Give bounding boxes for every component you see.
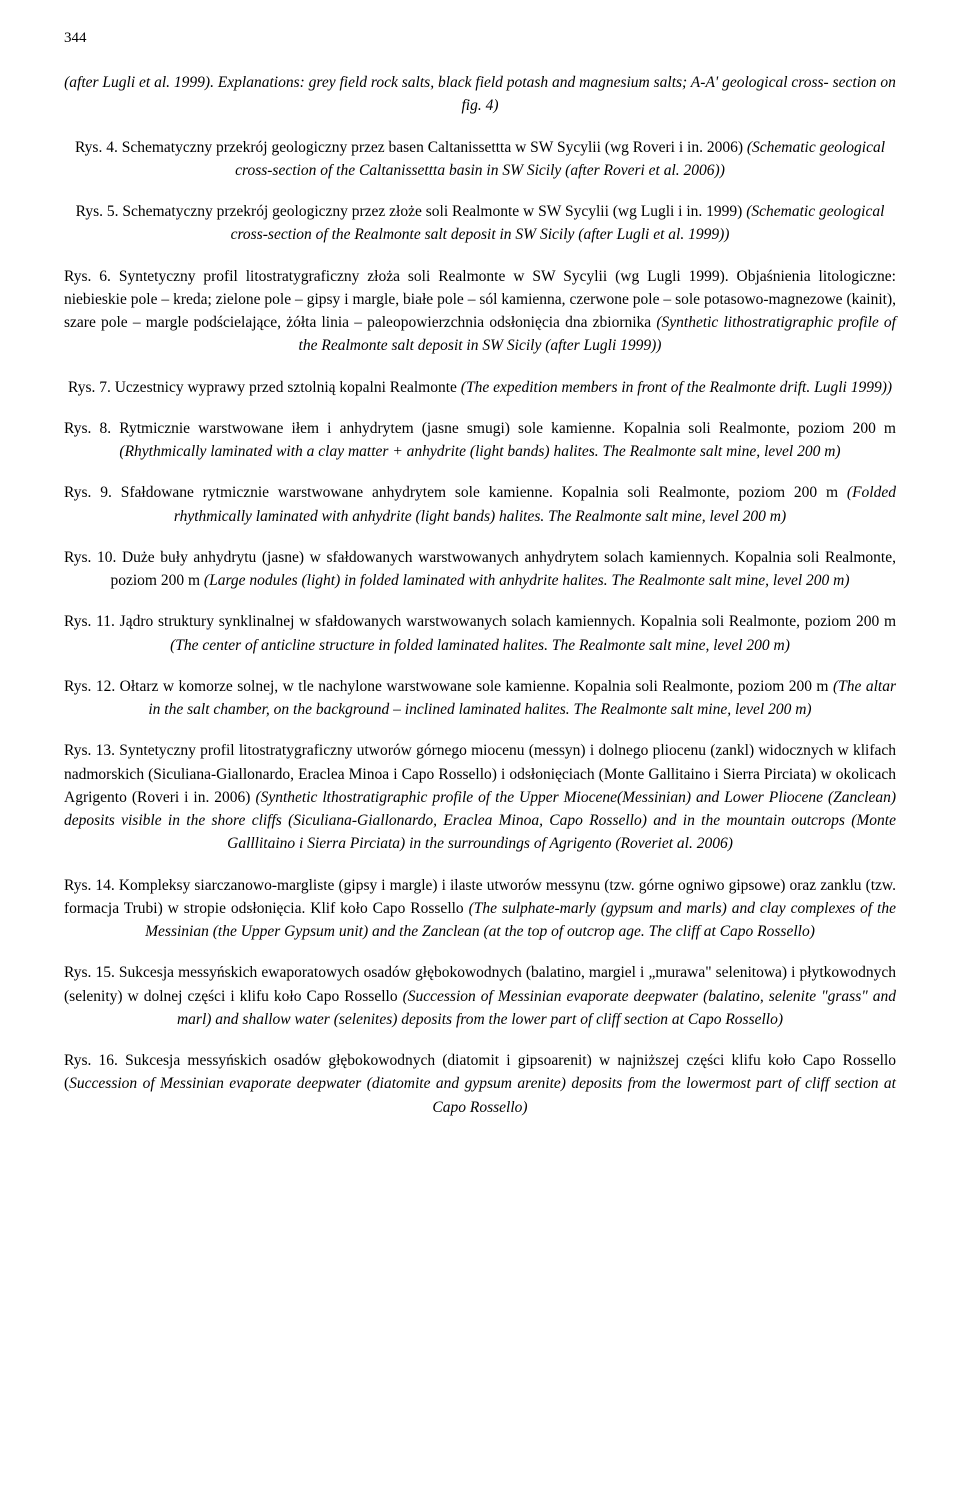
caption-text: Rys. 8. Rytmicznie warstwowane iłem i an…: [64, 420, 896, 437]
figure-caption: Rys. 7. Uczestnicy wyprawy przed sztolni…: [64, 376, 896, 399]
figure-caption: Rys. 16. Sukcesja messyńskich osadów głę…: [64, 1049, 896, 1119]
caption-text: Rys. 9. Sfałdowane rytmicznie warstwowan…: [64, 484, 847, 501]
figure-caption: Rys. 13. Syntetyczny profil litostratygr…: [64, 739, 896, 855]
caption-translation: (The center of anticline structure in fo…: [170, 637, 790, 654]
figure-caption: Rys. 5. Schematyczny przekrój geologiczn…: [64, 200, 896, 247]
caption-translation: (Large nodules (light) in folded laminat…: [204, 572, 850, 589]
figure-caption: (after Lugli et al. 1999). Explanations:…: [64, 71, 896, 118]
page-number: 344: [64, 30, 896, 47]
caption-text: (after Lugli et al. 1999). Explanations:…: [64, 74, 896, 114]
caption-translation: Succession of Messinian evaporate deepwa…: [69, 1075, 896, 1115]
figure-caption: Rys. 12. Ołtarz w komorze solnej, w tle …: [64, 675, 896, 722]
caption-translation: (The expedition members in front of the …: [461, 379, 892, 396]
caption-text: Rys. 11. Jądro struktury synklinalnej w …: [64, 613, 896, 630]
caption-text: Rys. 4. Schematyczny przekrój geologiczn…: [75, 139, 747, 156]
figure-caption: Rys. 4. Schematyczny przekrój geologiczn…: [64, 136, 896, 183]
caption-translation: (Rhythmically laminated with a clay matt…: [119, 443, 840, 460]
figure-caption: Rys. 8. Rytmicznie warstwowane iłem i an…: [64, 417, 896, 464]
figure-caption: Rys. 11. Jądro struktury synklinalnej w …: [64, 610, 896, 657]
main-content: (after Lugli et al. 1999). Explanations:…: [64, 71, 896, 1119]
caption-text: Rys. 12. Ołtarz w komorze solnej, w tle …: [64, 678, 833, 695]
figure-caption: Rys. 10. Duże buły anhydrytu (jasne) w s…: [64, 546, 896, 593]
caption-text: Rys. 7. Uczestnicy wyprawy przed sztolni…: [68, 379, 461, 396]
figure-caption: Rys. 15. Sukcesja messyńskich ewaporatow…: [64, 961, 896, 1031]
caption-text: Rys. 5. Schematyczny przekrój geologiczn…: [76, 203, 747, 220]
figure-caption: Rys. 6. Syntetyczny profil litostratygra…: [64, 265, 896, 358]
figure-caption: Rys. 9. Sfałdowane rytmicznie warstwowan…: [64, 481, 896, 528]
figure-caption: Rys. 14. Kompleksy siarczanowo-margliste…: [64, 874, 896, 944]
